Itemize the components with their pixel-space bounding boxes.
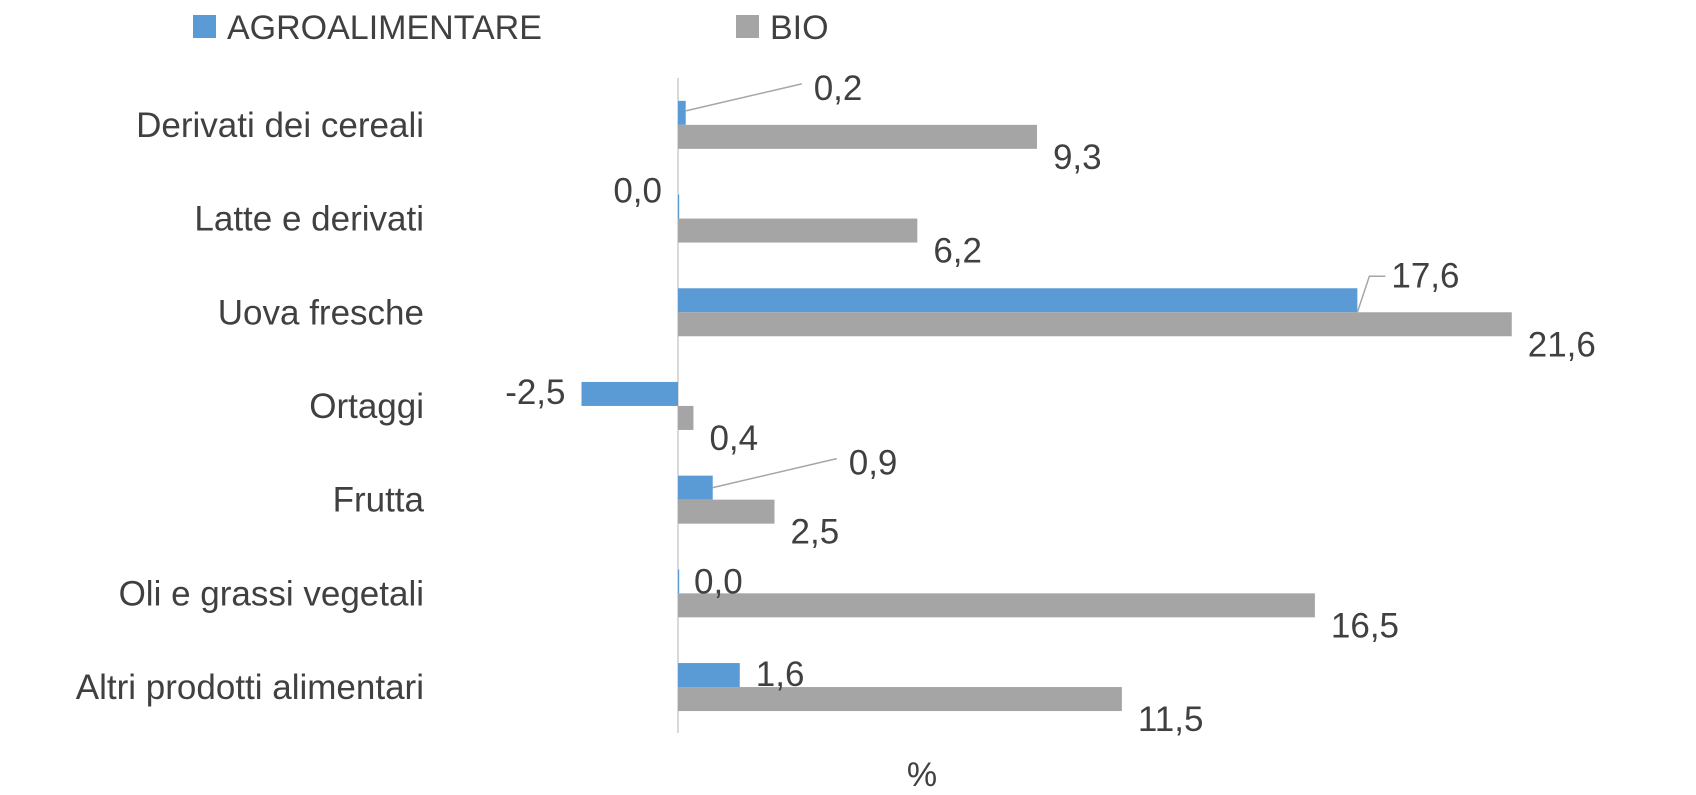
x-axis-title: % <box>907 756 937 794</box>
leader-line-agroalimentare-derivati-dei-cereali <box>685 83 802 112</box>
category-label-frutta: Frutta <box>333 481 425 520</box>
data-label-bio-frutta: 2,5 <box>791 513 840 552</box>
leader-line-agroalimentare-frutta <box>712 457 837 489</box>
data-label-agroalimentare-latte-e-derivati: 0,0 <box>613 172 662 211</box>
bar-agroalimentare-oli-e-grassi-vegetali <box>678 569 680 594</box>
data-label-agroalimentare-derivati-dei-cereali: 0,2 <box>814 69 863 108</box>
legend-label-agroalimentare: AGROALIMENTARE <box>227 9 542 47</box>
data-label-agroalimentare-altri-prodotti-alimentari: 1,6 <box>756 655 805 694</box>
bar-bio-derivati-dei-cereali <box>678 124 1037 149</box>
category-label-uova-fresche: Uova fresche <box>218 293 424 332</box>
data-label-agroalimentare-uova-fresche: 17,6 <box>1391 256 1459 295</box>
category-label-altri-prodotti-alimentari: Altri prodotti alimentari <box>76 668 424 707</box>
category-labels: Derivati dei cereali Latte e derivati Uova… <box>76 106 425 707</box>
legend-label-bio: BIO <box>770 9 829 47</box>
bar-bio-ortaggi <box>678 405 694 430</box>
data-label-bio-oli-e-grassi-vegetali: 16,5 <box>1331 606 1399 645</box>
bar-agroalimentare-derivati-dei-cereali <box>678 100 686 125</box>
category-label-ortaggi: Ortaggi <box>309 387 424 426</box>
data-label-agroalimentare-ortaggi: -2,5 <box>505 373 565 412</box>
bar-bio-latte-e-derivati <box>678 218 918 243</box>
data-label-bio-latte-e-derivati: 6,2 <box>933 232 982 271</box>
bar-agroalimentare-uova-fresche <box>678 288 1358 313</box>
data-label-bio-uova-fresche: 21,6 <box>1528 325 1596 364</box>
category-label-latte-e-derivati: Latte e derivati <box>194 200 424 239</box>
bar-agroalimentare-latte-e-derivati <box>678 194 680 219</box>
data-label-agroalimentare-frutta: 0,9 <box>849 444 898 483</box>
legend-swatch-agroalimentare <box>193 15 216 38</box>
data-labels: 0,2 9,3 0,0 6,2 17,6 21,6 -2,5 0,4 0,92,5 0,0 16,5… <box>505 69 1596 739</box>
bar-agroalimentare-ortaggi <box>581 381 678 406</box>
data-label-bio-altri-prodotti-alimentari: 11,5 <box>1138 700 1204 739</box>
category-label-oli-e-grassi-vegetali: Oli e grassi vegetali <box>119 574 424 613</box>
bar-bio-oli-e-grassi-vegetali <box>678 593 1315 618</box>
data-label-bio-ortaggi: 0,4 <box>709 419 758 458</box>
bar-bio-altri-prodotti-alimentari <box>678 687 1122 712</box>
bars <box>581 100 1512 712</box>
legend: AGROALIMENTARE BIO <box>193 9 829 47</box>
bar-agroalimentare-frutta <box>678 475 713 500</box>
data-label-bio-derivati-dei-cereali: 9,3 <box>1053 138 1102 177</box>
data-label-agroalimentare-oli-e-grassi-vegetali: 0,0 <box>694 562 743 601</box>
bar-bio-frutta <box>678 499 775 524</box>
bar-agroalimentare-altri-prodotti-alimentari <box>678 663 740 688</box>
leader-line-agroalimentare-uova-fresche <box>1356 275 1386 313</box>
category-label-derivati-dei-cereali: Derivati dei cereali <box>136 106 424 145</box>
legend-swatch-bio <box>736 15 759 38</box>
bar-bio-uova-fresche <box>678 312 1512 337</box>
